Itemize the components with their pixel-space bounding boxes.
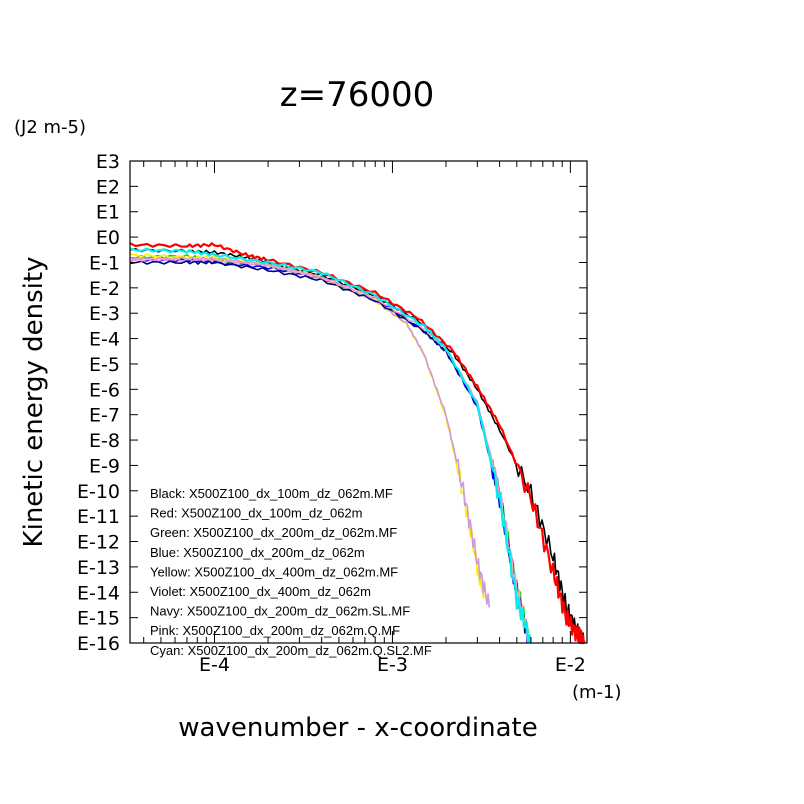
series-line-8 bbox=[129, 256, 530, 641]
legend-entry: Cyan: X500Z100_dx_200m_dz_062m.Q.SL2.MF bbox=[150, 643, 432, 658]
series-line-9 bbox=[129, 247, 532, 644]
y-tick-label: E-9 bbox=[89, 455, 120, 477]
legend-entry: Violet: X500Z100_dx_400m_dz_062m bbox=[150, 584, 371, 599]
y-tick-label: E-14 bbox=[77, 582, 120, 604]
x-axis-unit: (m-1) bbox=[572, 682, 622, 703]
series-layer bbox=[129, 242, 586, 645]
y-tick-label: E3 bbox=[96, 151, 120, 173]
y-tick-label: E1 bbox=[96, 202, 120, 224]
y-tick-label: E-11 bbox=[77, 506, 120, 528]
legend-entry: Black: X500Z100_dx_100m_dz_062m.MF bbox=[150, 486, 393, 501]
x-tick-label: E-2 bbox=[555, 654, 586, 676]
legend: Black: X500Z100_dx_100m_dz_062m.MF Red: X… bbox=[150, 486, 432, 658]
x-tick-label: E-4 bbox=[199, 654, 230, 676]
y-tick-label: E-10 bbox=[77, 481, 120, 503]
y-tick-label: E-5 bbox=[89, 354, 120, 376]
y-axis-label: Kinetic energy density bbox=[19, 257, 49, 548]
legend-entry: Blue: X500Z100_dx_200m_dz_062m bbox=[150, 545, 365, 560]
series-line-2 bbox=[129, 242, 586, 645]
y-tick-label: E-6 bbox=[89, 379, 120, 401]
legend-entry: Navy: X500Z100_dx_200m_dz_062m.SL.MF bbox=[150, 604, 410, 619]
chart-title: z=76000 bbox=[280, 75, 435, 115]
y-tick-label: E-16 bbox=[77, 633, 120, 655]
y-tick-label: E-1 bbox=[89, 252, 120, 274]
legend-entry: Yellow: X500Z100_dx_400m_dz_062m.MF bbox=[150, 564, 398, 579]
y-tick-label: E0 bbox=[96, 227, 120, 249]
y-tick-label: E-15 bbox=[77, 608, 120, 630]
y-tick-label: E-12 bbox=[77, 532, 120, 554]
y-axis-unit: (J2 m-5) bbox=[14, 117, 86, 138]
x-tick-label: E-3 bbox=[377, 654, 408, 676]
legend-entry: Green: X500Z100_dx_200m_dz_062m.MF bbox=[150, 525, 397, 540]
y-tick-label: E-7 bbox=[89, 405, 120, 427]
axes-layer: E3 E2 E1 E0 E-1 E-2 E-3 E-4 E-5 E-6 E-7 E-8 E-9 E-10 E… bbox=[77, 151, 588, 676]
y-tick-label: E-2 bbox=[89, 278, 120, 300]
x-axis-label: wavenumber - x-coordinate bbox=[178, 713, 537, 743]
legend-entry: Pink: X500Z100_dx_200m_dz_062m.Q.MF bbox=[150, 623, 400, 638]
plot-frame bbox=[129, 160, 588, 644]
y-tick-label: E-3 bbox=[89, 303, 120, 325]
y-tick-label: E-4 bbox=[89, 329, 120, 351]
y-tick-label: E2 bbox=[96, 176, 120, 198]
legend-entry: Red: X500Z100_dx_100m_dz_062m bbox=[150, 506, 362, 521]
series-line-6 bbox=[129, 256, 491, 608]
y-tick-label: E-13 bbox=[77, 557, 120, 579]
y-tick-label: E-8 bbox=[89, 430, 120, 452]
series-line-7 bbox=[129, 260, 530, 639]
